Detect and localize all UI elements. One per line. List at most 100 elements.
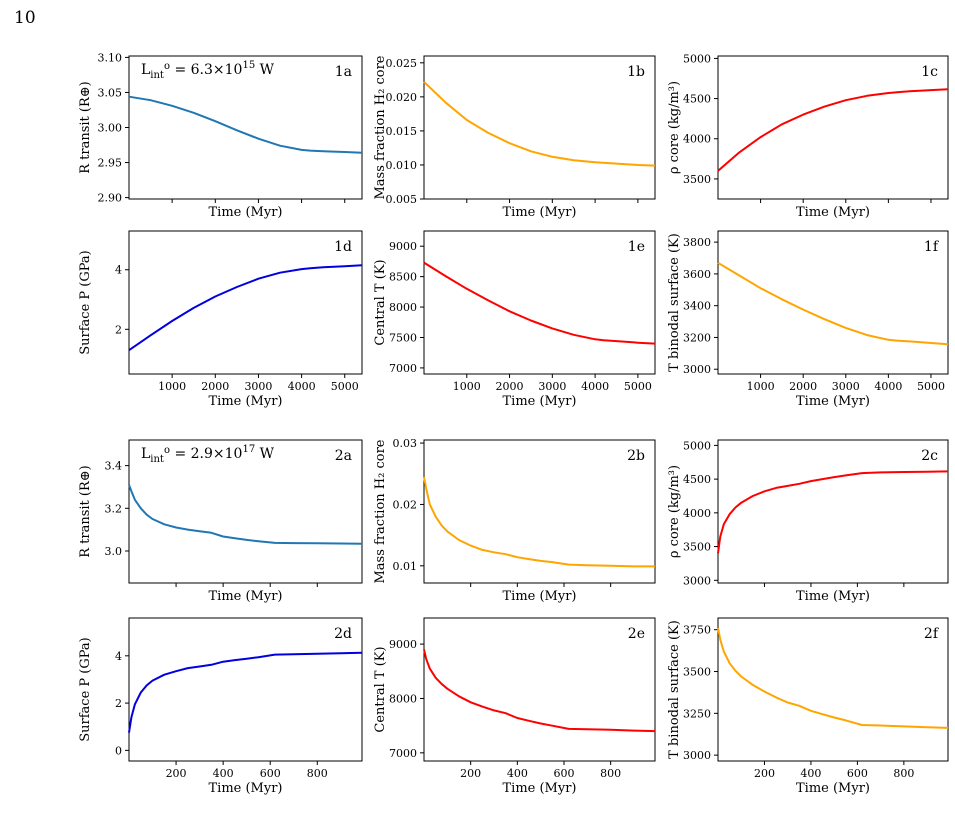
plot-frame — [128, 439, 363, 584]
plot-frame — [717, 55, 949, 200]
y-tick-label: 3.00 — [98, 122, 123, 135]
y-axis-label: Surface P (GPa) — [78, 637, 93, 741]
y-tick-label: 3.05 — [98, 86, 123, 99]
y-tick-label: 9000 — [389, 240, 417, 253]
x-axis-label: Time (Myr) — [796, 394, 870, 409]
panel-label: 2f — [924, 626, 940, 642]
x-tick-label: 1000 — [453, 380, 481, 393]
y-tick-label: 3.10 — [98, 51, 123, 64]
chart-panel-2c: 3000 3500 4000 4500 5000 Time (Myr) ρ core (kg… — [667, 439, 949, 604]
y-tick-label: 0.02 — [393, 498, 418, 511]
series-line — [717, 261, 949, 346]
y-tick-label: 0.025 — [386, 57, 418, 70]
series-line — [128, 651, 363, 733]
x-axis-label: Time (Myr) — [796, 205, 870, 220]
y-tick-label: 3200 — [683, 331, 711, 344]
x-tick-label: 800 — [600, 767, 621, 780]
panel-label: 1e — [628, 239, 645, 255]
chart-panel-2e: 7000 8000 9000 200 400 600 800 Time (Myr) Centra… — [373, 617, 656, 796]
x-axis-label: Time (Myr) — [503, 394, 577, 409]
x-axis-label: Time (Myr) — [503, 781, 577, 796]
x-tick-label: 3000 — [832, 380, 860, 393]
series-line — [717, 470, 949, 554]
series-line — [423, 81, 656, 167]
plot-frame — [717, 230, 949, 375]
x-axis-label: Time (Myr) — [209, 205, 283, 220]
plot-frame — [717, 617, 949, 762]
series-line — [128, 95, 363, 154]
y-tick-label: 8500 — [389, 271, 417, 284]
series-line — [423, 476, 655, 568]
plot-frame — [423, 439, 656, 584]
x-tick-label: 400 — [507, 767, 528, 780]
x-tick-label: 5000 — [331, 380, 359, 393]
x-tick-label: 2000 — [201, 380, 229, 393]
x-axis-label: Time (Myr) — [209, 589, 283, 604]
y-axis-label: Central T (K) — [373, 259, 388, 345]
plot-frame — [128, 617, 363, 762]
y-tick-label: 0.010 — [386, 159, 418, 172]
x-tick-label: 2000 — [789, 380, 817, 393]
y-axis-label: R transit (R⊕) — [78, 465, 93, 558]
x-tick-label: 400 — [213, 767, 234, 780]
x-tick-label: 800 — [893, 767, 914, 780]
y-tick-label: 0.020 — [386, 91, 418, 104]
y-tick-label: 5000 — [683, 52, 711, 65]
y-tick-label: 3800 — [683, 236, 711, 249]
x-axis-label: Time (Myr) — [796, 781, 870, 796]
y-tick-label: 7000 — [389, 747, 417, 760]
x-tick-label: 400 — [800, 767, 821, 780]
series-line — [128, 484, 363, 545]
plot-frame — [128, 230, 363, 375]
panel-label: 2e — [628, 626, 645, 642]
y-tick-label: 0 — [115, 744, 122, 757]
chart-panel-1d: 2 4 1000 2000 3000 4000 5000 Time (Myr) Surface … — [78, 230, 363, 409]
y-tick-label: 3.0 — [105, 545, 123, 558]
x-tick-label: 3000 — [244, 380, 272, 393]
chart-panel-2d: 0 2 4 200 400 600 800 Time (Myr) Surface P (GPa)… — [78, 617, 363, 796]
series-line — [423, 649, 656, 733]
y-axis-label: R transit (R⊕) — [78, 81, 93, 174]
y-tick-label: 4 — [115, 264, 122, 277]
plot-frame — [717, 439, 949, 584]
y-tick-label: 2.90 — [98, 192, 123, 205]
panel-label: 1c — [921, 64, 938, 80]
y-axis-label: T binodal surface (K) — [667, 233, 682, 372]
y-tick-label: 7500 — [389, 331, 417, 344]
y-tick-label: 3500 — [683, 173, 711, 186]
x-tick-label: 800 — [307, 767, 328, 780]
luminosity-annotation: Linto = 6.3×1015 W — [141, 60, 275, 81]
plot-frame — [423, 617, 656, 762]
x-tick-label: 200 — [460, 767, 481, 780]
series-line — [128, 264, 363, 352]
x-tick-label: 600 — [260, 767, 281, 780]
panel-label: 2d — [334, 626, 352, 642]
y-tick-label: 5000 — [683, 439, 711, 452]
y-tick-label: 8000 — [389, 692, 417, 705]
panel-label: 1d — [334, 239, 352, 255]
y-axis-label: Mass fraction H₂ core — [373, 439, 388, 583]
chart-panel-2f: 3000 3250 3500 3750 200 400 600 800 Time (Myr) T … — [667, 617, 949, 796]
chart-panel-2b: 0.01 0.02 0.03 Time (Myr) Mass fraction H₂ c… — [373, 437, 656, 604]
panel-label: 2c — [921, 448, 938, 464]
x-tick-label: 5000 — [624, 380, 652, 393]
x-tick-label: 4000 — [874, 380, 902, 393]
y-tick-label: 2.95 — [98, 157, 123, 170]
y-axis-label: ρ core (kg/m³) — [667, 465, 682, 558]
y-axis-label: Mass fraction H₂ core — [373, 55, 388, 199]
luminosity-annotation: Linto = 2.9×1017 W — [141, 444, 275, 465]
y-tick-label: 8000 — [389, 301, 417, 314]
x-tick-label: 600 — [554, 767, 575, 780]
y-axis-label: Surface P (GPa) — [78, 250, 93, 354]
panel-label: 2b — [627, 448, 645, 464]
panel-label: 2a — [335, 448, 352, 464]
x-tick-label: 4000 — [581, 380, 609, 393]
y-tick-label: 2 — [115, 697, 122, 710]
plot-frame — [423, 55, 656, 200]
series-line — [423, 261, 656, 345]
plot-frame — [423, 230, 656, 375]
x-axis-label: Time (Myr) — [209, 394, 283, 409]
y-tick-label: 0.01 — [393, 560, 418, 573]
x-axis-label: Time (Myr) — [796, 589, 870, 604]
